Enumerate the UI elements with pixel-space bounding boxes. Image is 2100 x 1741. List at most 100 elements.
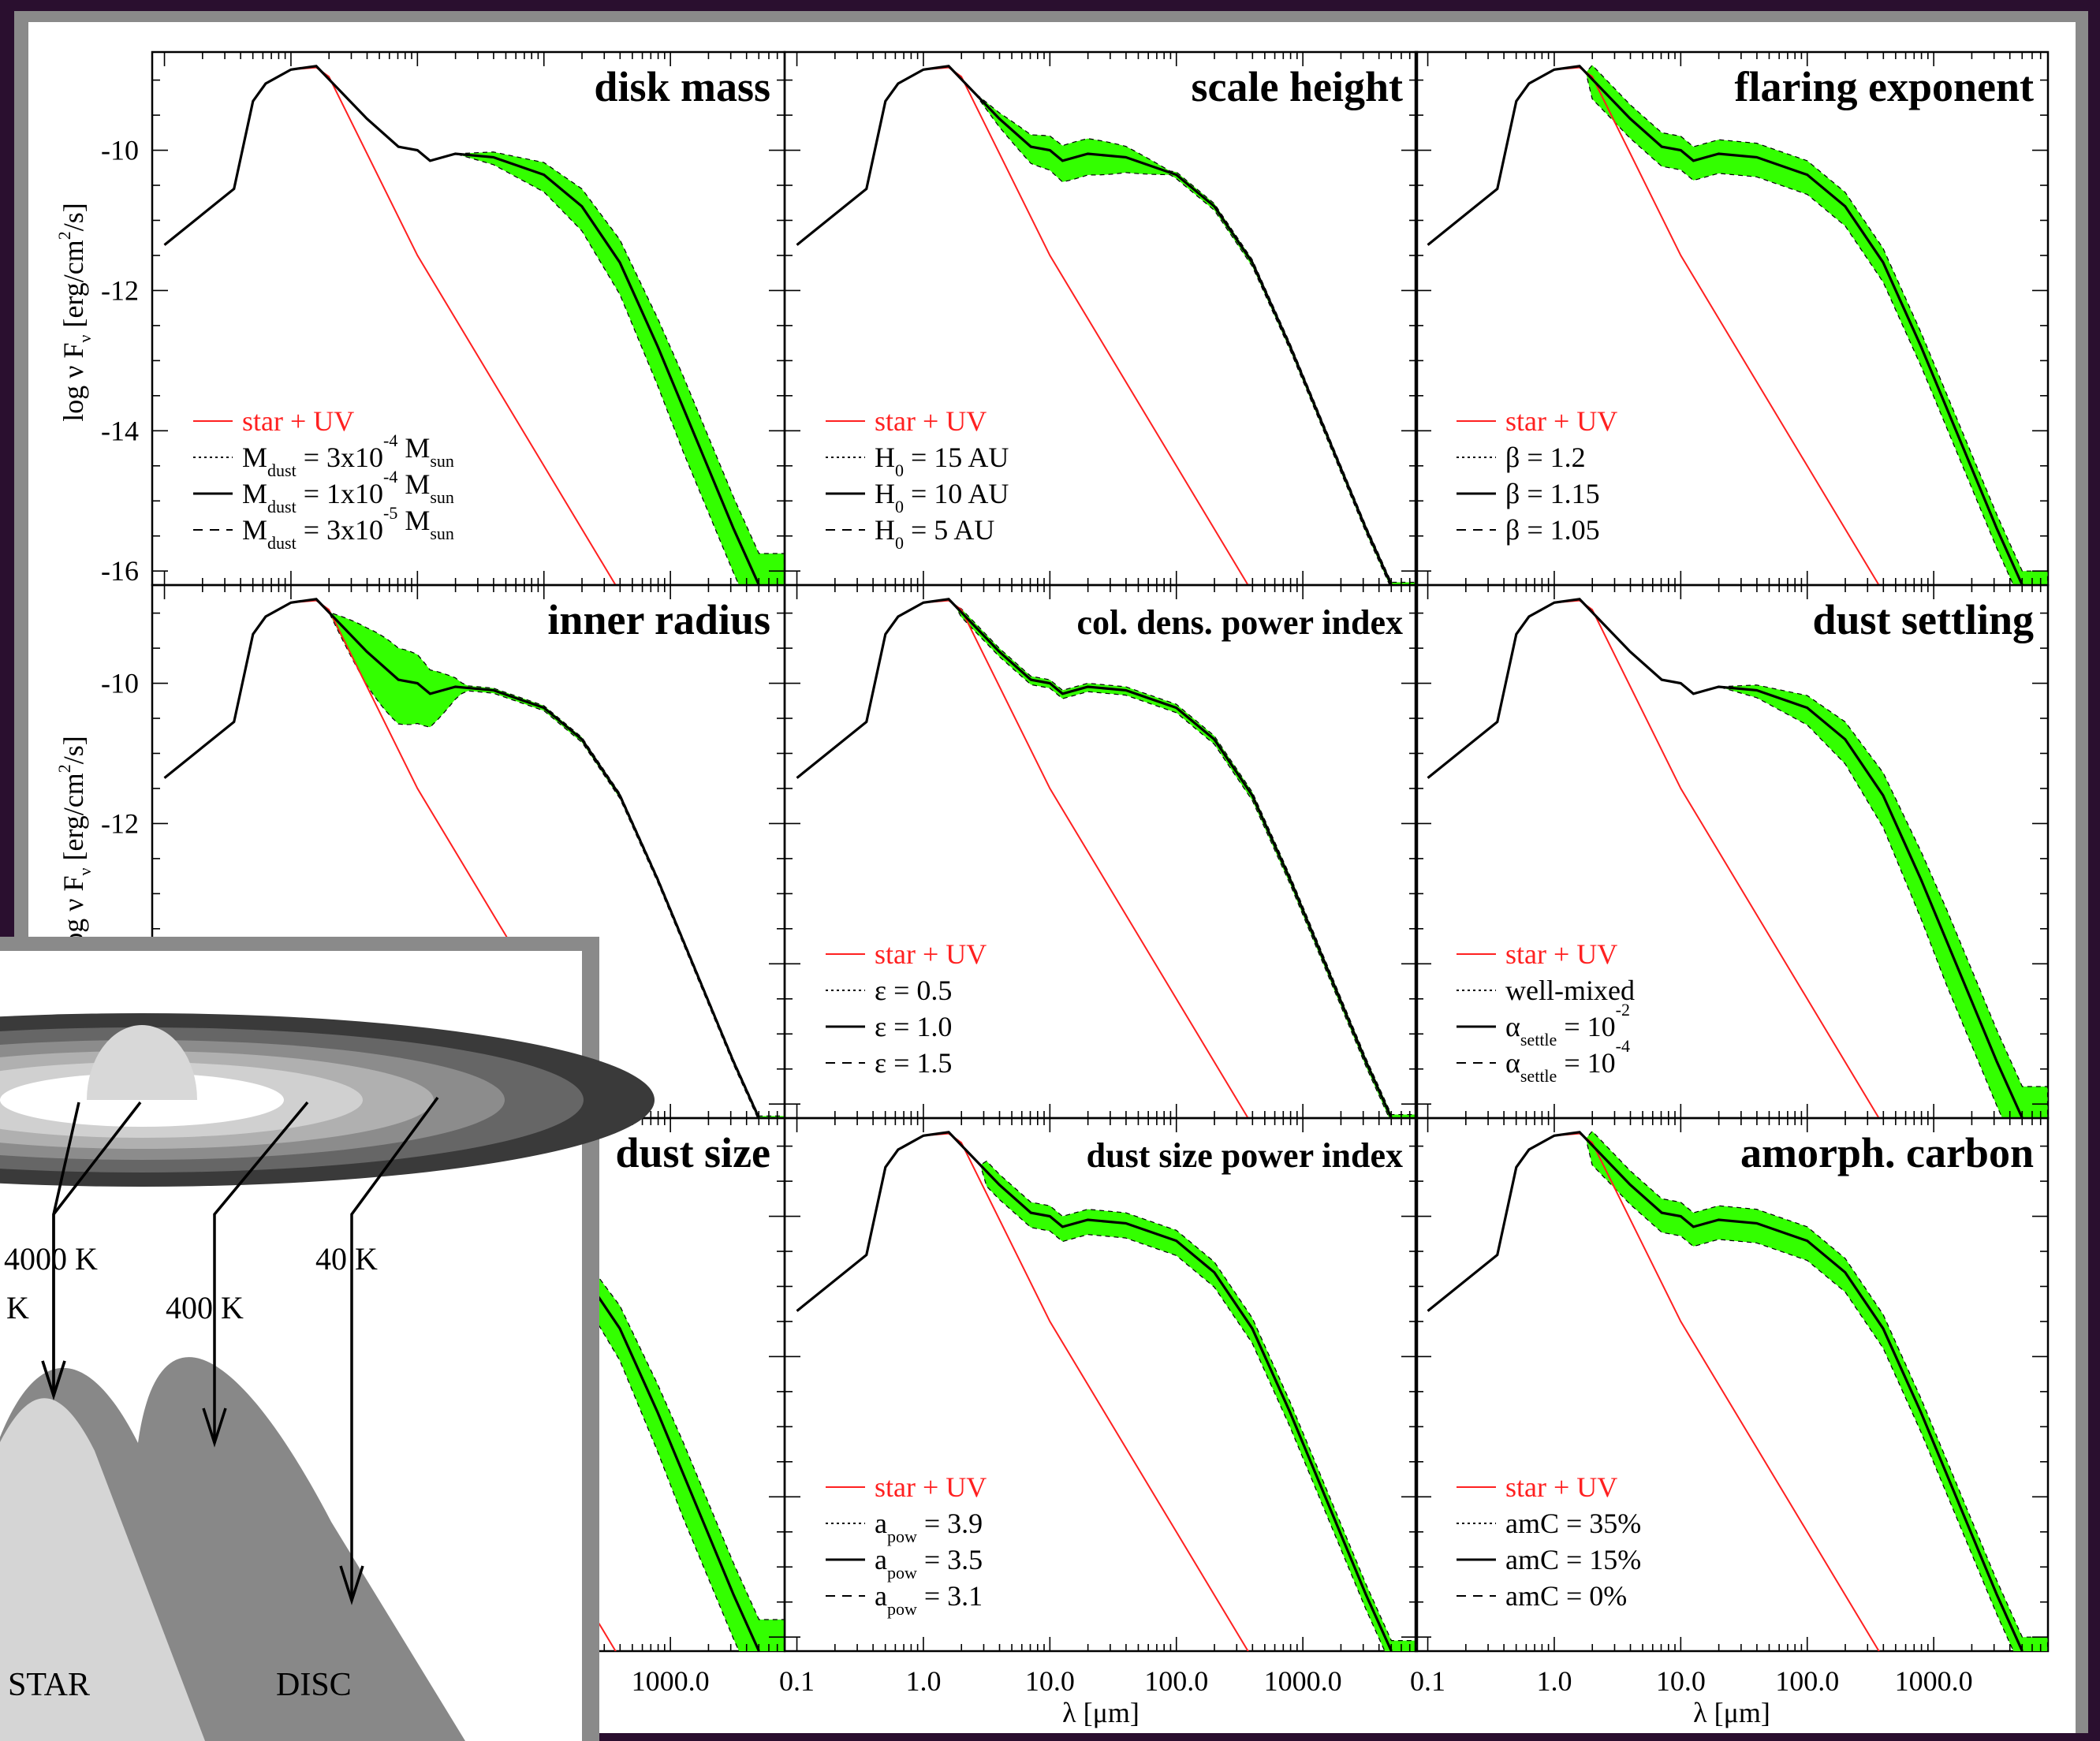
y-axis-title-part: 2 xyxy=(54,231,74,240)
legend-label-part: = 5 AU xyxy=(904,514,994,546)
legend-label-part: M xyxy=(242,478,267,509)
x-tick-label: 1000.0 xyxy=(632,1665,710,1697)
legend-label-part: = 3x10 xyxy=(297,514,383,546)
star-bump xyxy=(0,1398,205,1741)
legend-label: star + UV xyxy=(1505,1471,1617,1503)
legend-label: H0 = 15 AU xyxy=(875,442,1009,480)
y-tick-label: -10 xyxy=(101,668,139,699)
x-axis-title: λ [μm] xyxy=(1062,1697,1140,1728)
model-range-band xyxy=(1427,64,2048,585)
legend-label-part: -5 xyxy=(383,503,397,523)
legend-label: β = 1.2 xyxy=(1505,442,1586,473)
x-tick-label: 100.0 xyxy=(1144,1665,1208,1697)
disc-model-curve xyxy=(796,65,1393,585)
y-tick-label: -10 xyxy=(101,135,139,166)
panel-curves xyxy=(1427,64,2048,585)
y-axis-title-part: /s] xyxy=(58,203,89,231)
legend-label-part: = 1x10 xyxy=(297,478,383,509)
legend-label-part: settle xyxy=(1520,1066,1557,1086)
disc-label: DISC xyxy=(276,1667,352,1703)
legend-label-part: α xyxy=(1505,1047,1520,1079)
legend-label: apow = 3.1 xyxy=(875,1580,983,1619)
model-range-band xyxy=(796,65,1417,585)
panel-curves xyxy=(163,65,785,585)
temperature-arrow xyxy=(52,1101,142,1396)
legend-label: β = 1.15 xyxy=(1505,478,1600,509)
disc-model-curve xyxy=(1427,598,2024,1118)
panel-title: flaring exponent xyxy=(1734,63,2034,110)
sed-panel: amorph. carbon star + UV amC = 35% amC = 15… xyxy=(1414,1117,2050,1653)
disc-model-curve xyxy=(1427,65,2024,585)
legend-label: star + UV xyxy=(242,405,354,437)
temperature-label: 40 K xyxy=(315,1241,378,1277)
x-tick-label: 0.1 xyxy=(1410,1665,1445,1697)
x-tick-label: 100.0 xyxy=(1775,1665,1839,1697)
disc-model-curve xyxy=(163,598,760,1118)
legend-label: ε = 1.0 xyxy=(875,1011,952,1042)
model-range-band xyxy=(1427,1130,2048,1651)
model-range-band xyxy=(164,65,785,585)
y-axis-title-part: ν xyxy=(75,334,95,342)
legend-label: star + UV xyxy=(1505,405,1617,437)
legend-label: H0 = 10 AU xyxy=(875,478,1009,516)
legend-label: ε = 0.5 xyxy=(875,975,952,1006)
y-axis-title-part: [erg/cm xyxy=(58,773,89,867)
legend-label: apow = 3.9 xyxy=(875,1508,983,1546)
legend-label-part: M xyxy=(397,505,430,536)
legend-label-part: 0 xyxy=(895,533,904,553)
legend-label: star + UV xyxy=(875,1471,987,1503)
sed-panel: dust size power index star + UV apow = 3.9… xyxy=(783,1117,1419,1653)
panel-curves xyxy=(163,598,785,1118)
legend-label-part: a xyxy=(875,1508,887,1539)
legend-label-part: dust xyxy=(267,460,297,480)
legend-label: amC = 35% xyxy=(1505,1508,1641,1539)
legend-label-part: = 10 xyxy=(1557,1047,1615,1079)
legend-label-part: = 15 AU xyxy=(904,442,1009,473)
disc-model-curve xyxy=(796,598,1393,1118)
legend-label-part: -4 xyxy=(383,467,397,487)
legend-label: amC = 0% xyxy=(1505,1580,1627,1612)
legend-label-part: dust xyxy=(267,497,297,516)
legend-label: amC = 15% xyxy=(1505,1544,1641,1575)
panel-title: dust size xyxy=(615,1129,770,1176)
legend-label: αsettle = 10-4 xyxy=(1505,1036,1630,1086)
legend-label-part: = 10 xyxy=(1557,1011,1615,1042)
x-tick-label: 1000.0 xyxy=(1895,1665,1973,1697)
temperature-arrow xyxy=(213,1101,309,1443)
x-tick-label: 0.1 xyxy=(779,1665,815,1697)
legend-label-part: M xyxy=(397,468,430,500)
y-tick-label: -12 xyxy=(101,274,139,306)
legend-label-part: settle xyxy=(1520,1030,1557,1049)
disc-model-curve xyxy=(163,65,760,585)
star-label: STAR xyxy=(8,1667,90,1703)
legend-label: apow = 3.5 xyxy=(875,1544,983,1583)
panel-curves xyxy=(796,65,1417,585)
x-tick-label: 1.0 xyxy=(905,1665,941,1697)
legend-label-part: pow xyxy=(887,1527,917,1546)
panel-title: col. dens. power index xyxy=(1076,603,1403,642)
legend-label: star + UV xyxy=(875,938,987,970)
panel-title: dust size power index xyxy=(1087,1136,1403,1175)
model-range-band xyxy=(1427,598,2048,1118)
legend-label: well-mixed xyxy=(1505,975,1635,1006)
x-tick-label: 10.0 xyxy=(1656,1665,1706,1697)
temperature-arrow xyxy=(350,1096,439,1601)
panel-title: scale height xyxy=(1192,63,1403,110)
legend-label-part: = 3.5 xyxy=(917,1544,983,1575)
legend-label-part: M xyxy=(242,442,267,473)
legend-label-part: sun xyxy=(430,451,454,471)
panel-title: inner radius xyxy=(547,596,770,643)
legend-label-part: a xyxy=(875,1580,887,1612)
legend-label: Mdust = 3x10-5 Msun xyxy=(242,503,454,553)
legend-label: ε = 1.5 xyxy=(875,1047,952,1079)
x-axis-title: λ [μm] xyxy=(1693,1697,1770,1728)
y-axis-title-part: [erg/cm xyxy=(58,240,89,334)
disc-temperature-inset: 4000 K 400 K 40 K K STAR DISC xyxy=(0,937,655,1741)
legend-label-part: 0 xyxy=(895,497,904,516)
legend-label: Mdust = 1x10-4 Msun xyxy=(242,467,454,516)
legend-label-part: = 3x10 xyxy=(297,442,383,473)
panel-border xyxy=(783,1117,1419,1653)
